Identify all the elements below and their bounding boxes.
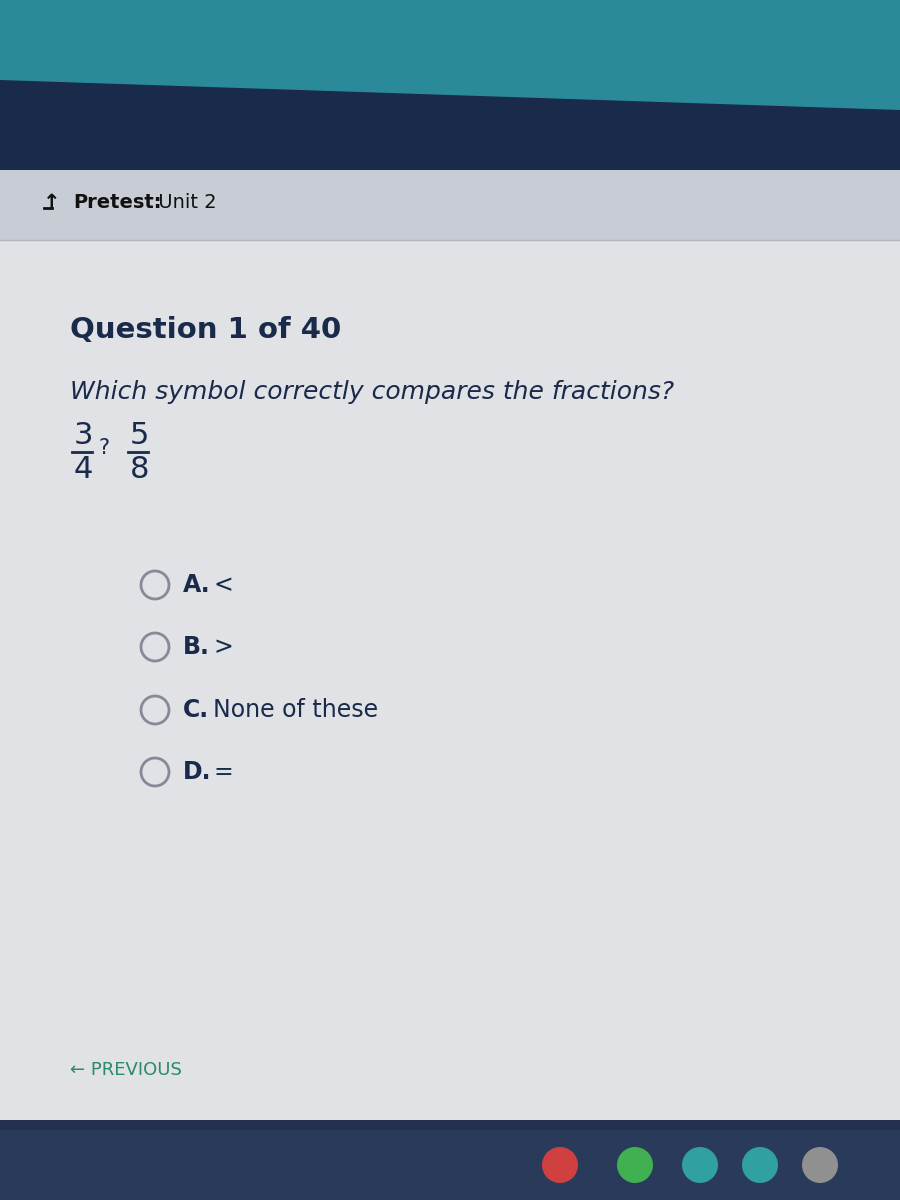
Text: ?: ?: [99, 438, 110, 458]
Text: None of these: None of these: [213, 698, 378, 722]
Text: C.: C.: [183, 698, 209, 722]
Text: =: =: [213, 760, 233, 784]
Text: 4: 4: [74, 456, 94, 485]
Text: 8: 8: [130, 456, 149, 485]
Text: B.: B.: [183, 635, 210, 659]
Text: ↑: ↑: [43, 193, 61, 214]
Circle shape: [802, 1147, 838, 1183]
Text: >: >: [213, 635, 233, 659]
Circle shape: [742, 1147, 778, 1183]
Bar: [0, 1120, 900, 1130]
Bar: [0, 0, 900, 170]
Text: Which symbol correctly compares the fractions?: Which symbol correctly compares the frac…: [70, 380, 674, 404]
Text: <: <: [213, 572, 233, 596]
Bar: [0, 1130, 900, 1200]
Text: D.: D.: [183, 760, 212, 784]
Circle shape: [682, 1147, 718, 1183]
Circle shape: [617, 1147, 653, 1183]
Text: 3: 3: [74, 420, 94, 450]
Circle shape: [542, 1147, 578, 1183]
Text: Question 1 of 40: Question 1 of 40: [70, 316, 341, 344]
Text: Unit 2: Unit 2: [152, 193, 217, 212]
Bar: [0, 170, 900, 240]
Text: Pretest:: Pretest:: [73, 193, 161, 212]
Text: ← PREVIOUS: ← PREVIOUS: [70, 1061, 182, 1079]
Text: 5: 5: [130, 420, 149, 450]
Polygon shape: [0, 80, 900, 200]
Text: A.: A.: [183, 572, 211, 596]
